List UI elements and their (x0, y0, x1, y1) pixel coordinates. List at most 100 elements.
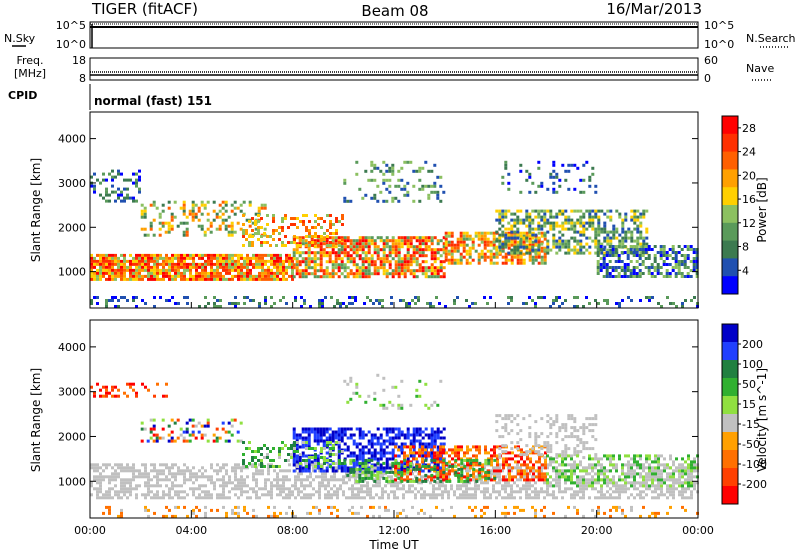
range-cell (237, 466, 240, 470)
range-cell (665, 251, 669, 254)
range-cell (285, 478, 288, 482)
range-cell (531, 209, 535, 213)
range-cell (346, 272, 350, 276)
range-cell (543, 252, 547, 256)
range-cell (472, 445, 475, 449)
range-cell (108, 277, 111, 281)
range-cell (343, 242, 347, 246)
range-cell (501, 487, 504, 491)
range-cell (329, 244, 332, 247)
range-cell (370, 163, 374, 167)
range-cell (140, 203, 144, 207)
range-cell (493, 445, 496, 449)
range-cell (111, 296, 114, 299)
range-cell (412, 269, 416, 273)
range-cell (358, 272, 362, 276)
range-cell (540, 296, 543, 299)
range-cell (200, 203, 204, 207)
range-cell (641, 245, 645, 248)
range-cell (400, 463, 404, 467)
range-cell (642, 212, 646, 216)
range-cell (267, 490, 270, 494)
range-cell (340, 248, 344, 252)
range-cell (231, 262, 234, 266)
range-cell (561, 221, 565, 225)
range-cell (629, 245, 633, 248)
range-cell (105, 299, 108, 302)
range-cell (472, 454, 475, 458)
range-cell (555, 481, 558, 485)
range-cell (191, 215, 195, 219)
range-cell (313, 257, 317, 261)
range-cell (552, 496, 555, 500)
range-cell (537, 160, 541, 164)
range-cell (251, 221, 255, 225)
range-cell (468, 234, 472, 238)
range-cell (418, 166, 422, 170)
range-cell (645, 209, 649, 213)
range-cell (501, 212, 505, 216)
range-cell (498, 215, 502, 219)
range-cell (108, 271, 111, 275)
range-cell (269, 244, 272, 247)
range-cell (201, 277, 204, 281)
range-cell (430, 242, 434, 246)
range-cell (424, 272, 428, 276)
range-cell (618, 475, 621, 479)
range-cell (231, 253, 234, 257)
range-cell (278, 232, 281, 235)
range-cell (409, 254, 413, 258)
range-cell (267, 268, 270, 272)
range-cell (406, 433, 410, 437)
range-cell (152, 218, 156, 222)
range-cell (430, 263, 434, 267)
range-cell (537, 240, 541, 244)
range-cell (546, 218, 550, 222)
range-cell (660, 475, 663, 479)
range-cell (360, 484, 363, 488)
range-cell (671, 245, 675, 248)
range-cell (159, 496, 162, 500)
range-cell (626, 263, 630, 266)
range-cell (373, 260, 377, 264)
range-cell (340, 469, 344, 473)
range-cell (526, 475, 529, 479)
range-cell (240, 253, 243, 257)
range-cell (630, 209, 634, 213)
range-cell (370, 263, 374, 267)
range-cell (150, 259, 153, 263)
range-cell (546, 230, 550, 234)
range-cell (291, 262, 294, 266)
range-cell (352, 251, 356, 255)
range-cell (369, 299, 372, 302)
range-cell (534, 251, 538, 255)
range-cell (373, 196, 377, 200)
range-cell (264, 271, 267, 275)
range-cell (480, 234, 484, 238)
range-cell (324, 484, 327, 488)
range-cell (403, 472, 406, 476)
range-cell (378, 481, 381, 485)
range-cell (182, 203, 186, 207)
range-cell (96, 466, 99, 470)
range-cell (321, 302, 324, 305)
range-cell (301, 236, 305, 240)
range-cell (385, 269, 389, 273)
range-cell (219, 262, 222, 266)
range-cell (291, 256, 294, 260)
range-cell (442, 466, 445, 470)
range-cell (132, 268, 135, 272)
range-cell (376, 476, 380, 480)
range-cell (400, 260, 404, 264)
range-cell (385, 427, 389, 431)
range-cell (400, 445, 404, 449)
range-cell (496, 457, 499, 461)
range-cell (498, 236, 502, 240)
range-cell (474, 234, 478, 238)
range-cell (319, 430, 323, 434)
range-cell (602, 254, 606, 257)
range-cell (319, 436, 323, 440)
range-cell (666, 490, 669, 494)
range-cell (114, 253, 117, 257)
range-cell (498, 239, 502, 243)
